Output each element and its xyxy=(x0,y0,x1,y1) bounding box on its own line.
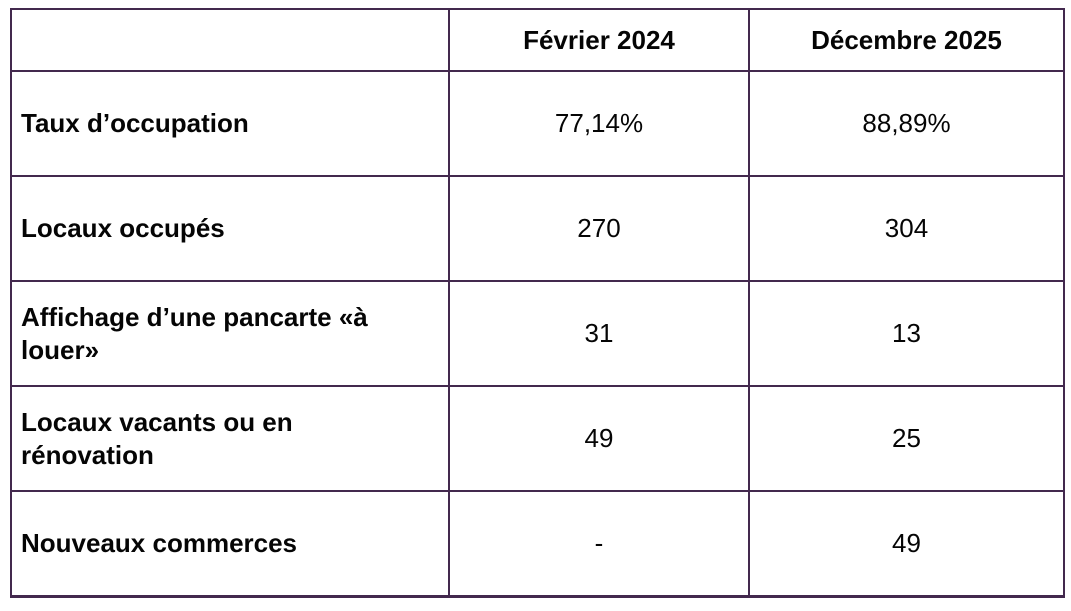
row-label-locaux-occupes: Locaux occupés xyxy=(10,175,450,282)
table-row: Locaux vacants ou en rénovation 49 25 xyxy=(10,385,1065,492)
table-row: Taux d’occupation 77,14% 88,89% xyxy=(10,70,1065,177)
column-header-fevrier-2024: Février 2024 xyxy=(448,8,750,72)
cell-value: 77,14% xyxy=(448,70,750,177)
row-label-nouveaux-commerces: Nouveaux commerces xyxy=(10,490,450,597)
table-row: Nouveaux commerces - 49 xyxy=(10,490,1065,597)
row-label-taux-occupation: Taux d’occupation xyxy=(10,70,450,177)
row-label-locaux-vacants: Locaux vacants ou en rénovation xyxy=(10,385,450,492)
cell-value: 31 xyxy=(448,280,750,387)
cell-value: 13 xyxy=(748,280,1065,387)
cell-value: 49 xyxy=(748,490,1065,597)
row-label-affichage-pancarte: Affichage d’une pancarte «à louer» xyxy=(10,280,450,387)
header-row: Février 2024 Décembre 2025 xyxy=(10,8,1065,72)
occupancy-comparison-table: Février 2024 Décembre 2025 Taux d’occupa… xyxy=(10,8,1065,598)
cell-value: 270 xyxy=(448,175,750,282)
cell-value: - xyxy=(448,490,750,597)
corner-cell xyxy=(10,8,450,72)
cell-value: 88,89% xyxy=(748,70,1065,177)
table-row: Locaux occupés 270 304 xyxy=(10,175,1065,282)
cell-value: 304 xyxy=(748,175,1065,282)
cell-value: 49 xyxy=(448,385,750,492)
cell-value: 25 xyxy=(748,385,1065,492)
table-row: Affichage d’une pancarte «à louer» 31 13 xyxy=(10,280,1065,387)
column-header-decembre-2025: Décembre 2025 xyxy=(748,8,1065,72)
